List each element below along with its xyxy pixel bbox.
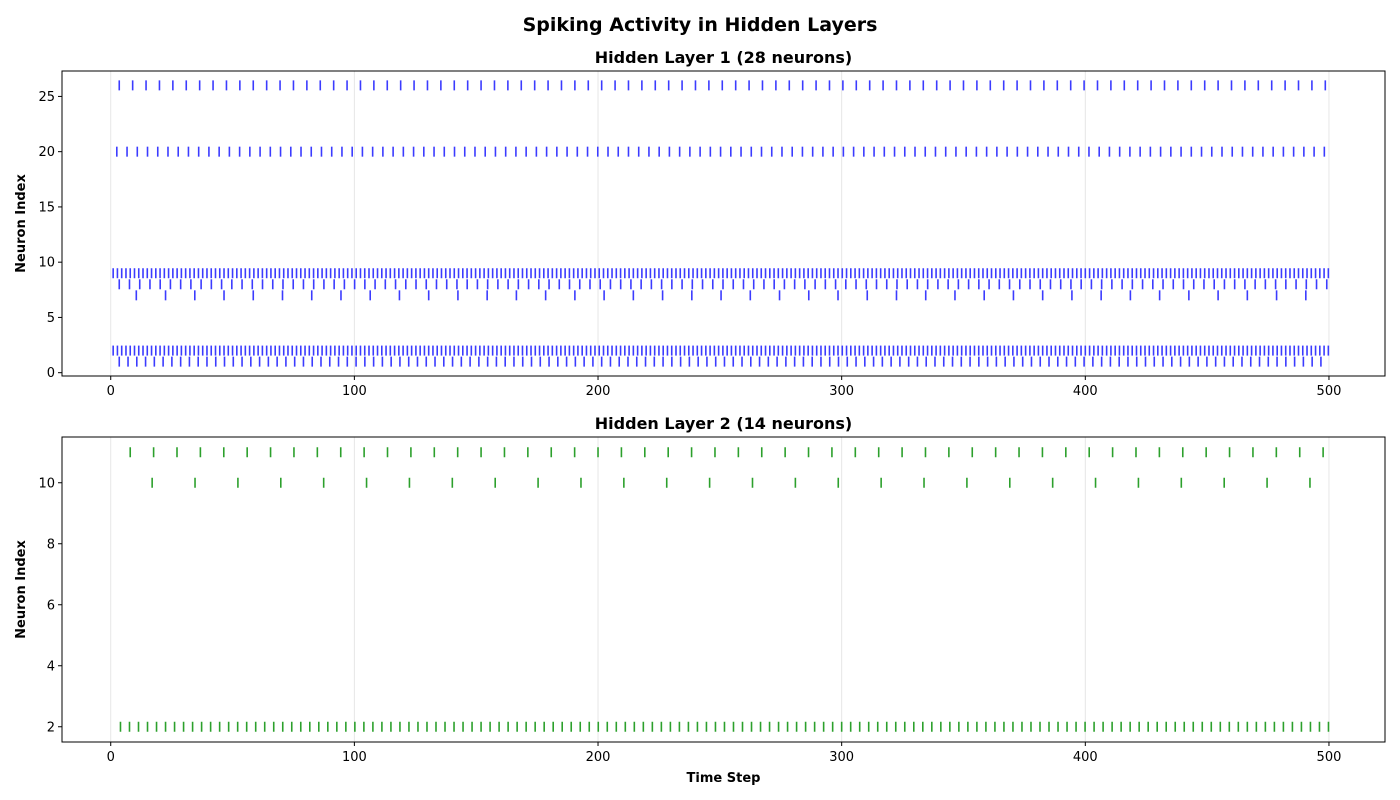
plot-area bbox=[61, 70, 1386, 377]
x-axis-label: Time Step bbox=[687, 771, 761, 786]
y-tick-label: 4 bbox=[47, 659, 55, 674]
x-tick-label: 300 bbox=[829, 750, 854, 765]
x-tick-label: 100 bbox=[342, 384, 367, 399]
y-tick-label: 8 bbox=[47, 537, 55, 552]
panel-title: Hidden Layer 2 (14 neurons) bbox=[595, 414, 852, 433]
x-tick-label: 0 bbox=[107, 384, 115, 399]
x-tick-label: 400 bbox=[1073, 750, 1098, 765]
x-tick-label: 200 bbox=[586, 384, 611, 399]
y-tick-label: 5 bbox=[47, 311, 55, 326]
y-axis-label: Neuron Index bbox=[14, 540, 29, 639]
hidden-layer-1-panel: 0 100 200 300 400 500 0 5 10 15 20 25 Hidden Layer 1… bbox=[14, 48, 1386, 399]
y-axis-label: Neuron Index bbox=[14, 174, 29, 273]
panel-title: Hidden Layer 1 (28 neurons) bbox=[595, 48, 852, 67]
x-tick-label: 200 bbox=[586, 750, 611, 765]
x-tick-label: 500 bbox=[1317, 384, 1342, 399]
y-tick-label: 10 bbox=[38, 256, 55, 271]
y-tick-label: 25 bbox=[38, 90, 55, 105]
x-tick-label: 300 bbox=[829, 384, 854, 399]
y-tick-label: 6 bbox=[47, 598, 55, 613]
plot-area bbox=[61, 436, 1386, 743]
x-tick-label: 500 bbox=[1317, 750, 1342, 765]
figure-title: Spiking Activity in Hidden Layers bbox=[523, 14, 878, 36]
y-tick-label: 10 bbox=[38, 476, 55, 491]
y-tick-label: 20 bbox=[38, 145, 55, 160]
x-tick-label: 100 bbox=[342, 750, 367, 765]
spike-raster bbox=[119, 447, 1330, 732]
spike-raster bbox=[112, 80, 1330, 367]
x-tick-label: 400 bbox=[1073, 384, 1098, 399]
y-tick-label: 15 bbox=[38, 200, 55, 215]
y-tick-label: 2 bbox=[47, 720, 55, 735]
x-tick-label: 0 bbox=[107, 750, 115, 765]
hidden-layer-2-panel: 0 100 200 300 400 500 2 4 6 8 10 Hidden Layer 2 (14… bbox=[14, 414, 1386, 786]
y-tick-label: 0 bbox=[47, 366, 55, 381]
